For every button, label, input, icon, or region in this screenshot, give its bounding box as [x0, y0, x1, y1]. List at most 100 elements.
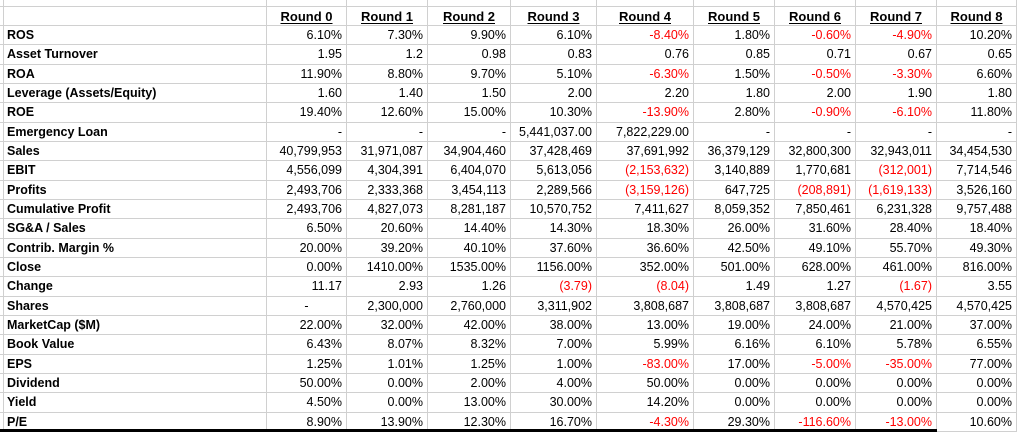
- value-cell[interactable]: 10.60%: [937, 412, 1017, 432]
- value-cell[interactable]: 14.40%: [428, 219, 511, 239]
- value-cell[interactable]: 8,281,187: [428, 199, 511, 220]
- value-cell[interactable]: 42.50%: [694, 238, 775, 258]
- value-cell[interactable]: 6.55%: [937, 335, 1017, 355]
- value-cell[interactable]: 461.00%: [856, 257, 937, 278]
- value-cell[interactable]: 1.25%: [267, 354, 347, 374]
- column-header[interactable]: Round 2: [428, 7, 511, 26]
- row-label[interactable]: EPS: [4, 354, 267, 374]
- column-header[interactable]: Round 1: [347, 7, 428, 26]
- value-cell[interactable]: 9.90%: [428, 26, 511, 46]
- value-cell[interactable]: 10.30%: [511, 103, 597, 123]
- value-cell[interactable]: -83.00%: [597, 354, 694, 374]
- value-cell[interactable]: 2,289,566: [511, 180, 597, 200]
- value-cell[interactable]: -: [267, 296, 347, 316]
- value-cell[interactable]: -5.00%: [775, 354, 856, 374]
- value-cell[interactable]: 0.00%: [856, 373, 937, 394]
- value-cell[interactable]: 26.00%: [694, 219, 775, 239]
- value-cell[interactable]: 6.60%: [937, 64, 1017, 84]
- value-cell[interactable]: 0.00%: [694, 393, 775, 413]
- value-cell[interactable]: 5,613,056: [511, 161, 597, 181]
- row-label[interactable]: Contrib. Margin %: [4, 238, 267, 258]
- value-cell[interactable]: 1410.00%: [347, 257, 428, 278]
- value-cell[interactable]: 8,059,352: [694, 199, 775, 220]
- value-cell[interactable]: 7.30%: [347, 26, 428, 46]
- row-label[interactable]: Asset Turnover: [4, 45, 267, 65]
- row-label[interactable]: MarketCap ($M): [4, 315, 267, 336]
- value-cell[interactable]: 2.00: [511, 83, 597, 104]
- value-cell[interactable]: 8.80%: [347, 64, 428, 84]
- value-cell[interactable]: 1.49: [694, 277, 775, 297]
- value-cell[interactable]: 2,300,000: [347, 296, 428, 316]
- value-cell[interactable]: 0.00%: [347, 373, 428, 394]
- value-cell[interactable]: 1.50%: [694, 64, 775, 84]
- value-cell[interactable]: 5.10%: [511, 64, 597, 84]
- value-cell[interactable]: 2,333,368: [347, 180, 428, 200]
- value-cell[interactable]: 13.00%: [428, 393, 511, 413]
- row-label[interactable]: Dividend: [4, 373, 267, 394]
- value-cell[interactable]: (1.67): [856, 277, 937, 297]
- value-cell[interactable]: 6.50%: [267, 219, 347, 239]
- value-cell[interactable]: 19.00%: [694, 315, 775, 336]
- value-cell[interactable]: -4.90%: [856, 26, 937, 46]
- value-cell[interactable]: 49.10%: [775, 238, 856, 258]
- value-cell[interactable]: 49.30%: [937, 238, 1017, 258]
- value-cell[interactable]: 0.00%: [775, 373, 856, 394]
- value-cell[interactable]: 55.70%: [856, 238, 937, 258]
- value-cell[interactable]: 15.00%: [428, 103, 511, 123]
- value-cell[interactable]: 9.70%: [428, 64, 511, 84]
- value-cell[interactable]: 28.40%: [856, 219, 937, 239]
- value-cell[interactable]: -8.40%: [597, 26, 694, 46]
- value-cell[interactable]: 501.00%: [694, 257, 775, 278]
- value-cell[interactable]: 0.98: [428, 45, 511, 65]
- value-cell[interactable]: 4.00%: [511, 373, 597, 394]
- value-cell[interactable]: 3,808,687: [694, 296, 775, 316]
- value-cell[interactable]: 30.00%: [511, 393, 597, 413]
- value-cell[interactable]: 5,441,037.00: [511, 122, 597, 142]
- value-cell[interactable]: 11.17: [267, 277, 347, 297]
- value-cell[interactable]: 17.00%: [694, 354, 775, 374]
- value-cell[interactable]: 7.00%: [511, 335, 597, 355]
- value-cell[interactable]: 4.50%: [267, 393, 347, 413]
- row-label[interactable]: ROA: [4, 64, 267, 84]
- value-cell[interactable]: -6.30%: [597, 64, 694, 84]
- value-cell[interactable]: 0.71: [775, 45, 856, 65]
- value-cell[interactable]: 9,757,488: [937, 199, 1017, 220]
- row-label[interactable]: Cumulative Profit: [4, 199, 267, 220]
- value-cell[interactable]: 10,570,752: [511, 199, 597, 220]
- row-label[interactable]: Book Value: [4, 335, 267, 355]
- column-header[interactable]: Round 8: [937, 7, 1017, 26]
- value-cell[interactable]: 6.10%: [267, 26, 347, 46]
- value-cell[interactable]: 1.27: [775, 277, 856, 297]
- value-cell[interactable]: 19.40%: [267, 103, 347, 123]
- value-cell[interactable]: 20.00%: [267, 238, 347, 258]
- value-cell[interactable]: 32,943,011: [856, 141, 937, 162]
- value-cell[interactable]: -0.90%: [775, 103, 856, 123]
- value-cell[interactable]: (208,891): [775, 180, 856, 200]
- value-cell[interactable]: 20.60%: [347, 219, 428, 239]
- row-label[interactable]: SG&A / Sales: [4, 219, 267, 239]
- value-cell[interactable]: 4,570,425: [856, 296, 937, 316]
- value-cell[interactable]: 6.10%: [511, 26, 597, 46]
- column-header[interactable]: Round 5: [694, 7, 775, 26]
- value-cell[interactable]: -0.50%: [775, 64, 856, 84]
- value-cell[interactable]: -: [937, 122, 1017, 142]
- value-cell[interactable]: 3,454,113: [428, 180, 511, 200]
- value-cell[interactable]: 11.80%: [937, 103, 1017, 123]
- value-cell[interactable]: 77.00%: [937, 354, 1017, 374]
- value-cell[interactable]: 18.40%: [937, 219, 1017, 239]
- value-cell[interactable]: 3,140,889: [694, 161, 775, 181]
- value-cell[interactable]: 7,411,627: [597, 199, 694, 220]
- column-header[interactable]: Round 6: [775, 7, 856, 26]
- value-cell[interactable]: 8.07%: [347, 335, 428, 355]
- value-cell[interactable]: (312,001): [856, 161, 937, 181]
- value-cell[interactable]: -13.90%: [597, 103, 694, 123]
- value-cell[interactable]: 14.20%: [597, 393, 694, 413]
- value-cell[interactable]: 1.60: [267, 83, 347, 104]
- value-cell[interactable]: 40,799,953: [267, 141, 347, 162]
- value-cell[interactable]: 6.16%: [694, 335, 775, 355]
- value-cell[interactable]: 8.32%: [428, 335, 511, 355]
- value-cell[interactable]: 628.00%: [775, 257, 856, 278]
- value-cell[interactable]: 0.00%: [937, 373, 1017, 394]
- value-cell[interactable]: -3.30%: [856, 64, 937, 84]
- value-cell[interactable]: 18.30%: [597, 219, 694, 239]
